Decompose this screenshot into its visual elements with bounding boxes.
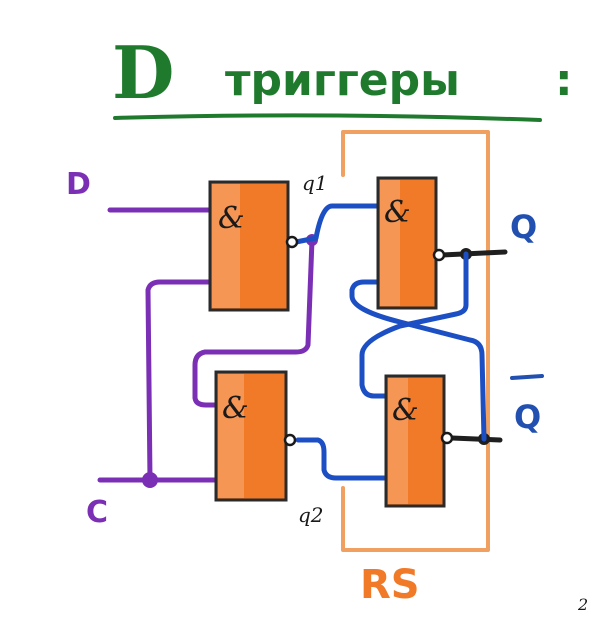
gate-4: &: [384, 374, 454, 508]
wire-q1-to-gate2: [293, 203, 381, 245]
gate-4-inverter: [440, 431, 454, 445]
output-qbar-label: Q: [514, 398, 541, 436]
gate-3: &: [214, 370, 297, 502]
corner-mark: 2: [577, 595, 588, 614]
output-qbar-overline: [510, 374, 544, 380]
gate-2: &: [376, 176, 446, 310]
wire-q-feedback: [359, 251, 469, 399]
wire-qbar-output: [449, 435, 503, 443]
gate-3-inverter: [283, 433, 297, 447]
wire-q2-to-gate4: [295, 437, 387, 481]
gate-1: &: [208, 180, 299, 312]
title-underline: [113, 113, 542, 122]
gate-1-inverter: [285, 235, 299, 249]
gate-2-inverter: [432, 248, 446, 262]
wire-c-to-gate1: [145, 279, 213, 483]
title-text: триггеры: [225, 55, 460, 106]
gate-3-symbol: &: [222, 391, 249, 426]
title-colon: :: [555, 55, 573, 106]
gate-4-symbol: &: [392, 393, 419, 428]
title-letter: D: [112, 30, 174, 115]
wire-gate1-to-gate3: [192, 237, 315, 408]
title: D триггеры :: [112, 30, 573, 122]
input-d-label: D: [66, 167, 91, 202]
rs-label: RS: [360, 562, 420, 608]
rs-frame: [341, 130, 490, 552]
output-q-label: Q: [510, 208, 537, 246]
internal-q2-label: q2: [298, 503, 324, 527]
internal-q1-label: q1: [302, 171, 328, 195]
gate-2-symbol: &: [384, 195, 411, 230]
wire-qbar-feedback: [349, 279, 487, 442]
input-c-label: C: [86, 495, 108, 530]
junction-c: [142, 472, 158, 488]
wire-q-output: [439, 249, 508, 258]
gate-1-symbol: &: [218, 201, 245, 236]
